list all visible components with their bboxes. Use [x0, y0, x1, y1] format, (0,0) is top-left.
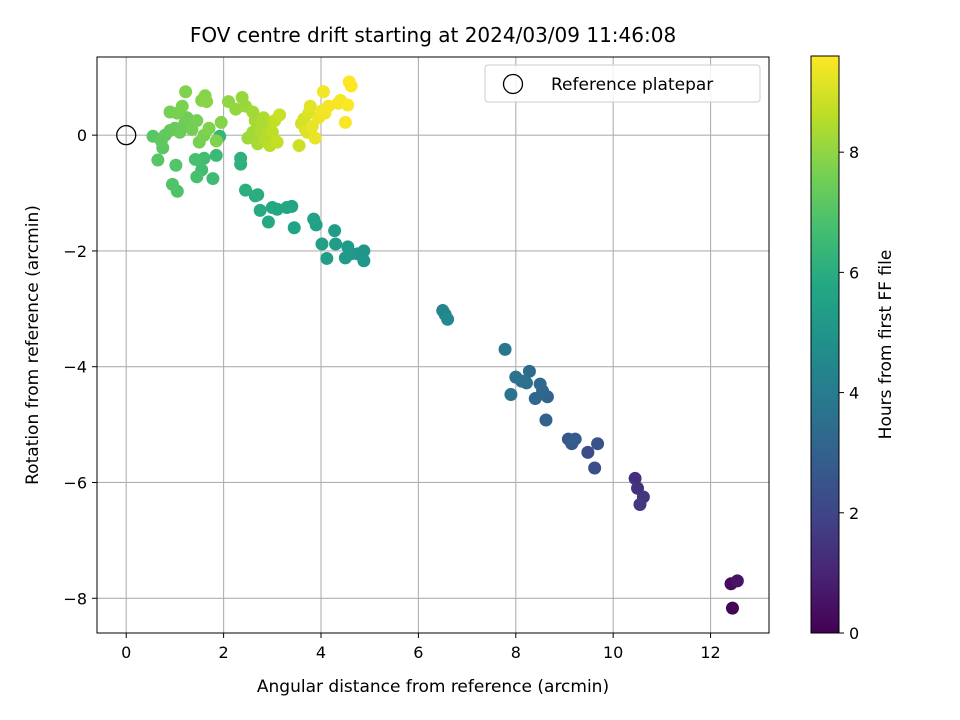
data-point: [539, 413, 553, 427]
y-tick-label: −6: [63, 473, 87, 492]
x-tick-label: 10: [603, 643, 623, 662]
data-point: [568, 432, 582, 446]
reference-marker: [116, 125, 137, 146]
legend-marker-open-circle: [502, 73, 524, 95]
data-point: [316, 85, 330, 99]
data-point: [329, 237, 343, 251]
data-point: [253, 203, 267, 217]
data-point: [338, 115, 352, 129]
x-axis-ticks: 0 2 4 6 8 10 12: [121, 633, 721, 662]
data-point: [214, 115, 228, 129]
data-point: [169, 158, 183, 172]
data-point: [206, 172, 220, 186]
data-point: [234, 151, 248, 165]
data-point: [255, 117, 269, 131]
data-point: [320, 251, 334, 265]
data-point: [265, 201, 279, 215]
data-point: [239, 183, 253, 197]
data-point: [292, 139, 306, 153]
x-tick-label: 2: [219, 643, 229, 662]
data-point: [341, 98, 355, 112]
y-tick-label: −2: [63, 242, 87, 261]
data-point: [165, 177, 179, 191]
data-point: [303, 99, 317, 113]
x-tick-label: 8: [511, 643, 521, 662]
data-point: [522, 364, 536, 378]
x-tick-label: 12: [700, 643, 720, 662]
data-point: [341, 240, 355, 254]
data-point: [338, 251, 352, 265]
data-point: [307, 212, 321, 226]
data-point: [328, 224, 342, 238]
colorbar-tick-label: 4: [849, 384, 859, 403]
data-point: [315, 237, 329, 251]
colorbar-ticks: 0 2 4 6 8: [839, 143, 859, 643]
data-point: [725, 601, 739, 615]
data-point: [270, 135, 284, 149]
data-point: [344, 79, 358, 93]
data-point: [265, 125, 279, 139]
data-point: [633, 497, 647, 511]
x-tick-label: 0: [121, 643, 131, 662]
data-point: [730, 574, 744, 588]
x-tick-label: 4: [316, 643, 326, 662]
colorbar-tick-label: 6: [849, 263, 859, 282]
data-point: [591, 437, 605, 451]
data-points: [146, 75, 744, 615]
data-point: [190, 170, 204, 184]
data-point: [248, 189, 262, 203]
colorbar-gradient: [810, 55, 840, 634]
y-tick-label: −4: [63, 358, 87, 377]
data-point: [154, 134, 168, 148]
colorbar-tick-label: 0: [849, 624, 859, 643]
data-point: [175, 99, 189, 113]
x-axis-label: Angular distance from reference (arcmin): [257, 677, 609, 697]
data-point: [202, 121, 216, 135]
data-point: [498, 342, 512, 356]
data-point: [588, 461, 602, 475]
data-point: [441, 312, 455, 326]
data-point: [188, 152, 202, 166]
data-point: [151, 153, 165, 167]
legend: Reference platepar: [484, 64, 761, 103]
y-tick-label: −8: [63, 589, 87, 608]
data-point: [200, 95, 214, 109]
data-point: [246, 105, 260, 119]
colorbar-tick-label: 8: [849, 143, 859, 162]
y-axis-label: Rotation from reference (arcmin): [23, 205, 43, 485]
y-axis-ticks: −8 −6 −4 −2 0: [63, 126, 97, 608]
data-point: [581, 445, 595, 459]
data-point: [528, 392, 542, 406]
colorbar: 0 2 4 6 8 Hours from first FF file: [810, 55, 896, 643]
colorbar-label: Hours from first FF file: [876, 250, 896, 440]
data-point: [287, 221, 301, 235]
data-point: [308, 131, 322, 145]
x-tick-label: 6: [413, 643, 423, 662]
y-tick-label: 0: [77, 126, 87, 145]
data-point: [209, 148, 223, 162]
colorbar-tick-label: 2: [849, 504, 859, 523]
plot-frame: [96, 56, 770, 634]
data-point: [209, 134, 223, 148]
data-point: [280, 201, 294, 215]
legend-label: Reference platepar: [551, 75, 713, 95]
reference-point: [116, 125, 137, 146]
data-point: [261, 215, 275, 229]
data-point: [504, 387, 518, 401]
data-point: [509, 370, 523, 384]
chart-title: FOV centre drift starting at 2024/03/09 …: [190, 23, 676, 47]
data-point: [190, 114, 204, 128]
data-point: [533, 377, 547, 391]
legend-box: [484, 64, 761, 103]
data-point: [628, 471, 642, 485]
data-point: [179, 85, 193, 99]
data-point: [273, 108, 287, 122]
